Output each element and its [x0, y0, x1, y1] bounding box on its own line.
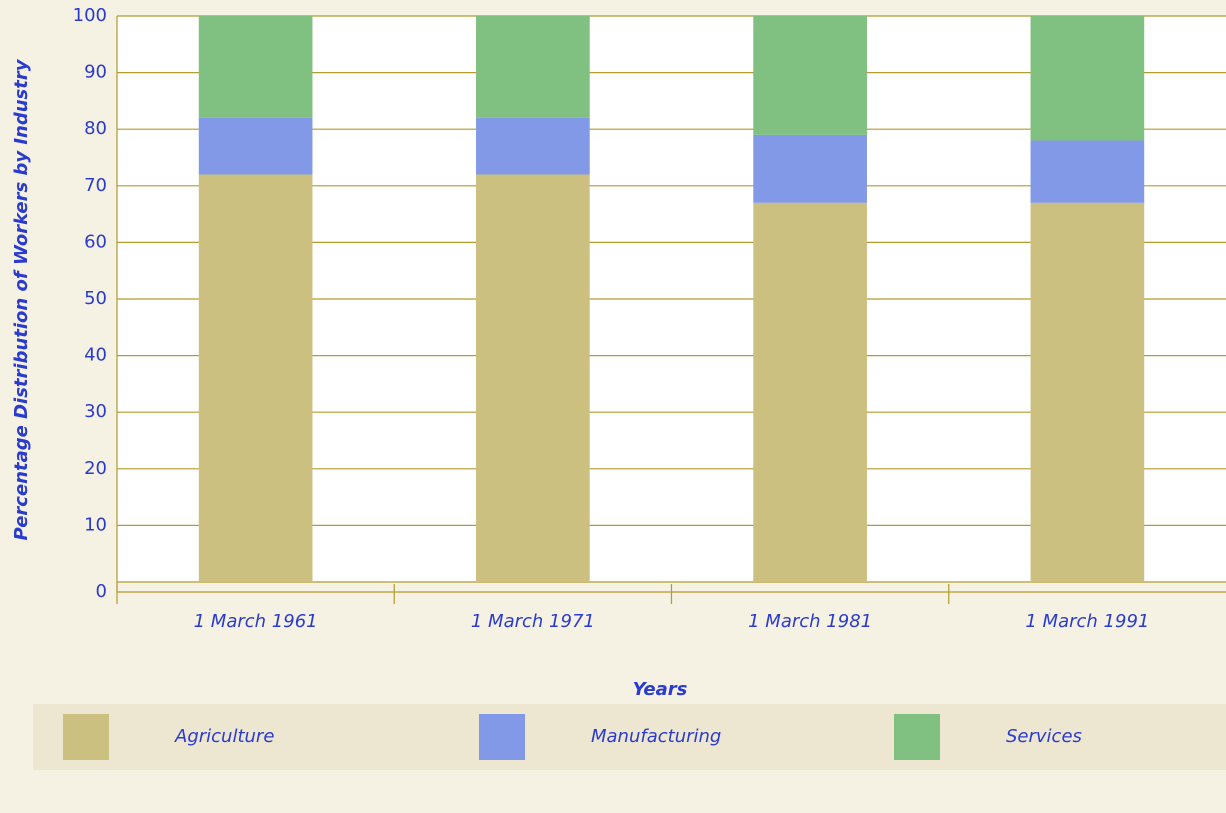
legend-swatch [479, 714, 525, 760]
y-tick-label: 40 [84, 345, 107, 366]
legend-box [33, 704, 1226, 770]
legend-swatch [894, 714, 940, 760]
bar-segment [753, 134, 867, 203]
x-tick-label: 1 March 1981 [748, 611, 872, 632]
bar-segment [476, 117, 590, 175]
x-tick-label: 1 March 1991 [1025, 611, 1149, 632]
legend-label: Services [1006, 726, 1082, 747]
y-tick-label: 80 [84, 118, 107, 139]
bar-segment [198, 117, 313, 175]
y-tick-label: 90 [84, 62, 107, 83]
y-tick-label: 30 [84, 401, 107, 422]
bar-segment [476, 174, 590, 583]
bar-segment [1030, 140, 1145, 203]
y-tick-label: 10 [84, 514, 107, 535]
legend-label: Agriculture [174, 726, 274, 747]
y-tick-label: 100 [73, 5, 107, 26]
y-tick-label: 20 [84, 458, 107, 479]
y-tick-label: 70 [84, 175, 107, 196]
y-tick-label: 0 [96, 581, 107, 602]
bar-segment [1030, 16, 1145, 141]
x-tick-label: 1 March 1961 [194, 611, 318, 632]
bar-segment [198, 174, 313, 583]
legend-swatch [63, 714, 109, 760]
bar-segment [753, 16, 867, 135]
y-axis-label: Percentage Distribution of Workers by In… [11, 58, 32, 540]
x-axis-label: Years [633, 679, 688, 700]
bar-segment [753, 202, 867, 582]
y-tick-label: 50 [84, 288, 107, 309]
legend-label: Manufacturing [591, 726, 721, 747]
bar-segment [1030, 202, 1145, 582]
y-tick-label: 60 [84, 231, 107, 252]
x-tick-label: 1 March 1971 [471, 611, 595, 632]
bar-segment [198, 16, 313, 118]
bar-segment [476, 16, 590, 118]
